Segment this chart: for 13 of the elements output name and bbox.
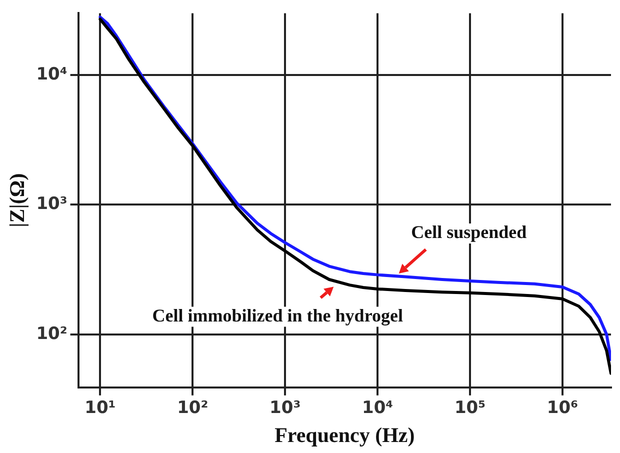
x-tick-label: 10⁵	[454, 398, 486, 418]
x-tick-label: 10⁴	[362, 398, 394, 418]
y-axis-title: |Z|(Ω)	[5, 173, 30, 228]
y-tick-label: 10⁴	[36, 64, 68, 84]
x-axis-title: Frequency (Hz)	[274, 422, 415, 447]
annotation: Cell immobilized in the hydrogel	[152, 305, 403, 326]
y-tick-label: 10²	[36, 324, 68, 344]
x-tick-label: 10²	[177, 398, 208, 418]
y-tick-label: 10³	[36, 194, 68, 214]
x-tick-label: 10¹	[84, 398, 116, 418]
x-tick-label: 10³	[270, 398, 301, 418]
annotation: Cell suspended	[411, 222, 527, 242]
x-tick-label: 10⁶	[546, 398, 578, 418]
